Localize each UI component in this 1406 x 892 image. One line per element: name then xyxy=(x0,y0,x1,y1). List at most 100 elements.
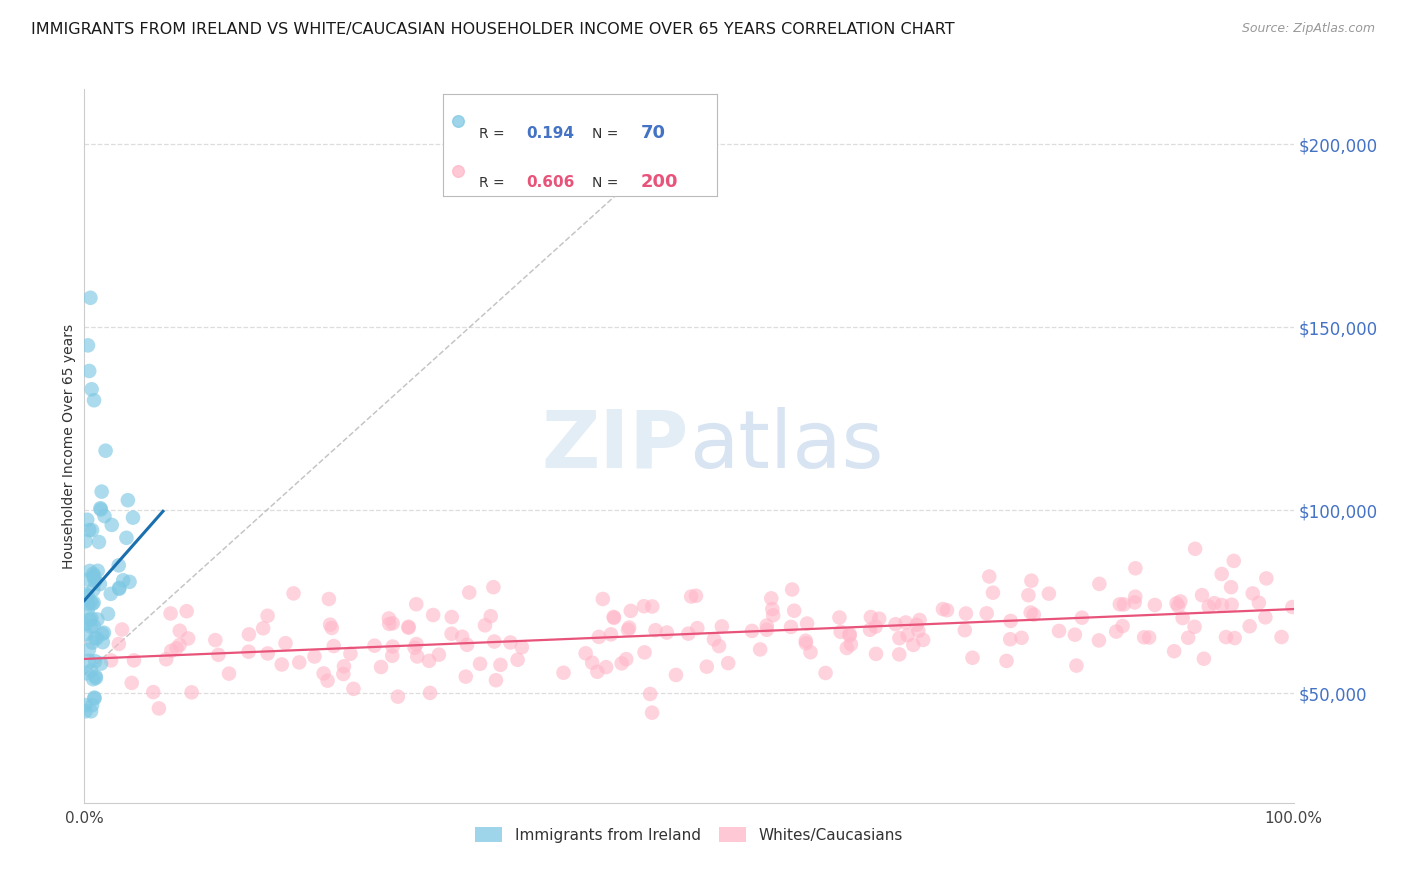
Point xyxy=(76,603,98,617)
Point xyxy=(89,501,111,516)
Point xyxy=(1256,571,1278,585)
Point xyxy=(1166,596,1188,610)
Point xyxy=(80,523,103,537)
Point xyxy=(82,566,104,581)
Point xyxy=(283,586,305,600)
Point xyxy=(995,654,1018,668)
Point xyxy=(80,611,103,625)
Point xyxy=(1112,598,1135,612)
Point xyxy=(1281,600,1303,615)
Point xyxy=(1223,631,1246,645)
Point xyxy=(1171,611,1194,625)
Point xyxy=(387,690,409,704)
Point xyxy=(169,624,191,638)
Point xyxy=(610,657,633,671)
Point xyxy=(1123,595,1146,609)
Point xyxy=(93,509,115,524)
Point xyxy=(1000,614,1022,628)
Point xyxy=(633,599,655,614)
Point xyxy=(586,665,609,679)
Point xyxy=(588,630,610,644)
Point xyxy=(77,338,100,352)
Point xyxy=(1184,541,1206,556)
Point xyxy=(696,659,718,673)
Point xyxy=(595,660,617,674)
Point xyxy=(830,624,852,639)
Point xyxy=(107,637,129,651)
Point xyxy=(83,690,105,705)
Point xyxy=(115,531,138,545)
Point xyxy=(981,585,1004,599)
Point xyxy=(905,617,928,632)
Point xyxy=(82,582,104,597)
Point xyxy=(1177,631,1199,645)
Point xyxy=(894,615,917,630)
Point xyxy=(592,592,614,607)
Point xyxy=(422,607,444,622)
Point xyxy=(953,624,976,638)
Point xyxy=(100,653,122,667)
Text: ZIP: ZIP xyxy=(541,407,689,485)
Point xyxy=(440,626,463,640)
Point xyxy=(1215,630,1237,644)
Text: R =: R = xyxy=(478,127,509,141)
Point xyxy=(1170,594,1192,608)
Point xyxy=(1088,577,1111,591)
Point xyxy=(86,564,108,578)
Point xyxy=(1021,574,1043,588)
Point xyxy=(755,618,778,632)
Point xyxy=(749,642,772,657)
Point xyxy=(97,607,120,621)
Text: 70: 70 xyxy=(640,124,665,142)
Point xyxy=(238,627,260,641)
Point xyxy=(318,592,340,607)
Text: N =: N = xyxy=(592,127,623,141)
Point xyxy=(485,673,508,688)
Point xyxy=(458,585,481,599)
Point xyxy=(363,639,385,653)
Point xyxy=(633,645,655,659)
Point xyxy=(332,667,354,681)
Point xyxy=(381,640,404,654)
Point xyxy=(84,671,107,685)
Point xyxy=(82,635,104,649)
Point xyxy=(617,621,640,635)
Point xyxy=(1211,566,1233,581)
Point xyxy=(159,607,181,621)
Point xyxy=(1163,644,1185,658)
Point xyxy=(86,612,108,626)
Point xyxy=(794,636,817,650)
Point xyxy=(75,587,97,601)
Point xyxy=(1071,610,1094,624)
Text: 0.606: 0.606 xyxy=(526,175,575,190)
Point xyxy=(319,617,342,632)
Point xyxy=(447,163,470,178)
Point xyxy=(889,648,911,662)
Point xyxy=(681,590,703,604)
Point xyxy=(117,493,139,508)
Point xyxy=(100,517,122,532)
Point xyxy=(1108,597,1130,611)
Point xyxy=(80,382,103,396)
Point xyxy=(489,657,512,672)
Point xyxy=(839,637,862,651)
Point xyxy=(398,620,420,634)
Point xyxy=(419,686,441,700)
Point xyxy=(176,604,198,618)
Point xyxy=(479,609,502,624)
Point xyxy=(1105,624,1128,639)
Point xyxy=(908,613,931,627)
Point xyxy=(936,603,959,617)
Point xyxy=(859,610,882,624)
Point xyxy=(84,632,107,646)
Point xyxy=(799,645,821,659)
Point xyxy=(378,616,401,631)
Point xyxy=(288,656,311,670)
Point xyxy=(238,645,260,659)
Point xyxy=(90,657,112,671)
Text: N =: N = xyxy=(592,176,623,190)
Point xyxy=(1011,631,1033,645)
Point xyxy=(796,616,818,631)
Point xyxy=(89,577,111,591)
Point xyxy=(82,672,104,686)
